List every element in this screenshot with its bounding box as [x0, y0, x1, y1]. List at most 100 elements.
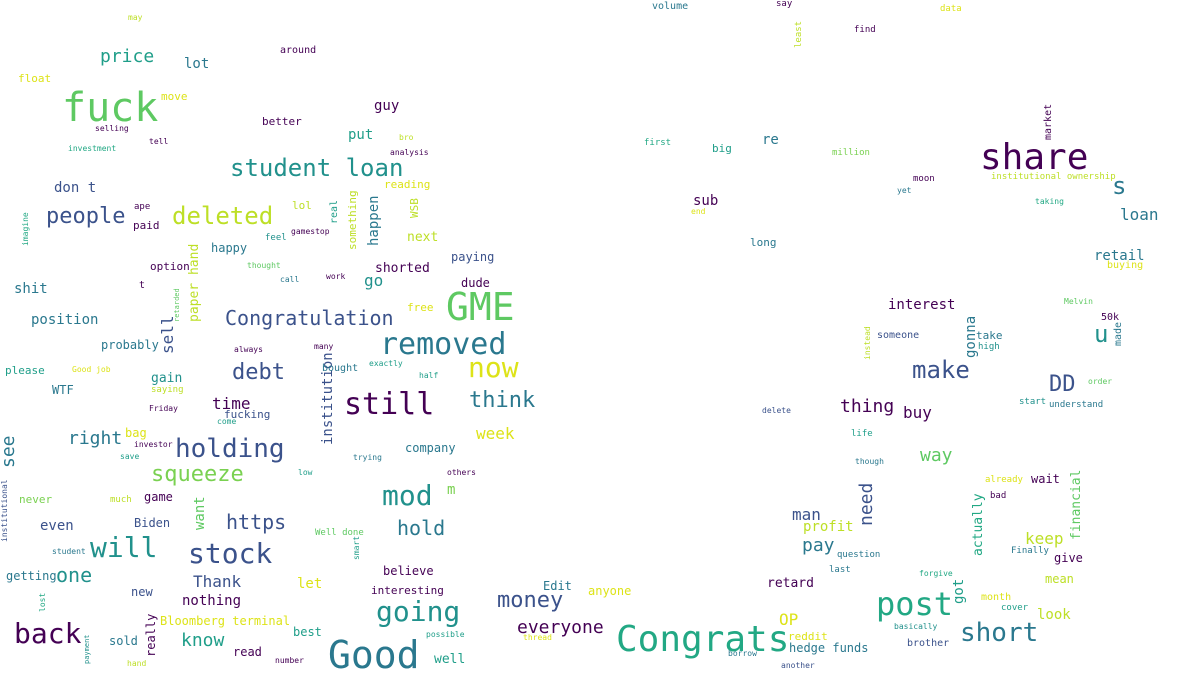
cloud-word: going — [376, 595, 461, 628]
cloud-word: need — [856, 482, 877, 526]
cloud-word: moon — [913, 174, 935, 184]
cloud-word: bought — [322, 363, 359, 374]
cloud-word: many — [314, 342, 334, 351]
cloud-word: tell — [149, 137, 169, 146]
cloud-word: though — [855, 457, 884, 466]
cloud-word: Good job — [72, 365, 111, 374]
cloud-word: Finally — [1011, 546, 1049, 556]
cloud-word: stock — [188, 537, 273, 570]
cloud-word: guy — [374, 98, 400, 114]
cloud-word: others — [447, 468, 476, 477]
cloud-word: long — [750, 236, 777, 249]
cloud-word: smart — [352, 535, 361, 560]
cloud-word: start — [1019, 397, 1047, 407]
cloud-word: instead — [863, 326, 872, 360]
cloud-word: last — [829, 565, 851, 575]
cloud-word: getting — [6, 569, 57, 583]
cloud-word: debt — [232, 360, 285, 385]
cloud-word: back — [14, 617, 82, 650]
cloud-word: ape — [134, 202, 151, 212]
cloud-word: 50k — [1101, 312, 1120, 323]
cloud-word: hand — [127, 659, 147, 668]
cloud-word: gain — [151, 371, 183, 386]
cloud-word: around — [280, 45, 317, 56]
cloud-word: please — [5, 364, 45, 377]
cloud-word: give — [1054, 551, 1083, 565]
cloud-word: saying — [151, 385, 184, 395]
cloud-word: best — [293, 625, 322, 639]
cloud-word: squeeze — [151, 462, 244, 487]
cloud-word: probably — [101, 338, 159, 352]
cloud-word: analysis — [390, 148, 429, 157]
cloud-word: think — [469, 388, 536, 413]
cloud-word: don t — [54, 180, 97, 196]
cloud-word: time — [212, 394, 251, 413]
cloud-word: happy — [211, 241, 248, 255]
cloud-word: removed — [380, 327, 507, 362]
cloud-word: work — [326, 272, 346, 281]
cloud-word: move — [161, 90, 188, 103]
cloud-word: fuck — [62, 85, 159, 131]
cloud-word: paper hand — [187, 243, 202, 322]
cloud-word: go — [364, 271, 384, 290]
cloud-word: data — [940, 4, 962, 14]
cloud-word: man — [792, 505, 821, 524]
cloud-word: made — [1113, 321, 1124, 346]
cloud-word: paid — [133, 219, 160, 232]
cloud-word: way — [920, 445, 953, 466]
cloud-word: float — [18, 72, 52, 85]
cloud-word: even — [40, 518, 74, 534]
cloud-word: market — [1043, 103, 1054, 140]
cloud-word: basically — [894, 622, 938, 631]
cloud-word: Melvin — [1064, 297, 1093, 306]
cloud-word: feel — [265, 233, 287, 243]
cloud-word: m — [447, 482, 456, 498]
cloud-word: option — [150, 260, 190, 273]
cloud-word: paying — [451, 250, 495, 264]
cloud-word: life — [851, 429, 873, 439]
cloud-word: end — [691, 207, 706, 216]
cloud-word: dude — [461, 276, 490, 290]
cloud-word: taking — [1035, 197, 1064, 206]
cloud-word: shorted — [375, 261, 430, 276]
cloud-word: bad — [990, 491, 1007, 501]
cloud-word: thread — [523, 633, 552, 642]
cloud-word: retard — [767, 576, 814, 591]
cloud-word: financial — [1069, 469, 1084, 540]
cloud-word: take — [976, 329, 1003, 342]
cloud-word: retail — [1094, 248, 1145, 264]
cloud-word: nothing — [182, 593, 242, 609]
cloud-word: yet — [897, 186, 912, 195]
cloud-word: new — [131, 585, 153, 599]
cloud-word: come — [217, 417, 237, 426]
cloud-word: anyone — [588, 584, 632, 598]
cloud-word: gamestop — [291, 227, 330, 236]
cloud-word: investor — [134, 440, 173, 449]
cloud-word: see — [0, 435, 19, 468]
cloud-word: Good — [328, 633, 420, 677]
cloud-word: investment — [68, 144, 117, 153]
cloud-word: re — [762, 132, 779, 148]
cloud-word: Edit — [543, 579, 572, 593]
cloud-word: share — [980, 137, 1089, 178]
cloud-word: s — [1112, 172, 1127, 200]
cloud-word: least — [794, 20, 804, 48]
cloud-word: something — [346, 190, 359, 250]
cloud-word: Friday — [149, 404, 178, 413]
cloud-word: lol — [292, 199, 312, 212]
cloud-word: want — [192, 496, 208, 530]
cloud-word: big — [712, 142, 732, 155]
cloud-word: people — [46, 204, 126, 229]
cloud-word: https — [226, 510, 287, 534]
cloud-word: find — [854, 25, 876, 35]
cloud-word: Thank — [193, 572, 242, 591]
cloud-word: student — [52, 547, 86, 556]
cloud-word: t — [139, 280, 146, 291]
cloud-word: believe — [383, 564, 434, 578]
cloud-word: Bloomberg terminal — [160, 614, 291, 628]
cloud-word: much — [110, 495, 132, 505]
cloud-word: pay — [802, 535, 835, 556]
cloud-word: Well done — [315, 528, 364, 538]
cloud-word: never — [19, 493, 53, 506]
